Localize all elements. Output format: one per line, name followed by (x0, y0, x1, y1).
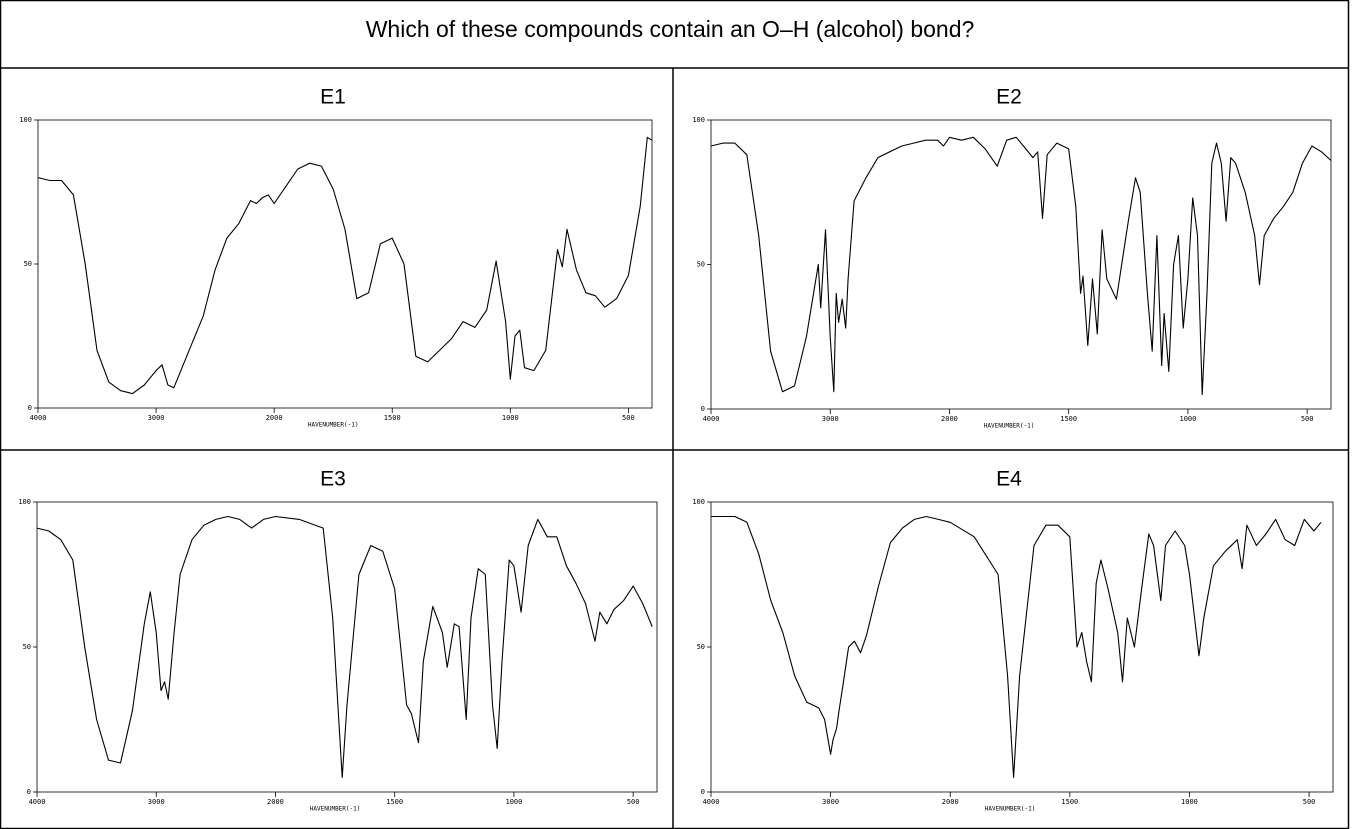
x-tick-label: 500 (1303, 798, 1316, 806)
y-tick-label: 100 (692, 116, 705, 124)
x-tick-label: 3000 (148, 798, 165, 806)
chart-title: E3 (320, 468, 346, 491)
x-tick-label: 1500 (384, 414, 401, 422)
chart-title: E2 (996, 86, 1022, 109)
plot-frame (710, 119, 1332, 410)
x-tick-label: 500 (627, 798, 640, 806)
x-tick-label: 3000 (148, 414, 165, 422)
spectrum-line (37, 136, 653, 395)
y-tick-label: 50 (697, 643, 705, 651)
y-tick-label: 0 (701, 405, 705, 413)
x-tick-label: 2000 (267, 798, 284, 806)
x-axis-label: HAVENUMBER(-1) (985, 806, 1036, 813)
x-tick-label: 4000 (703, 798, 720, 806)
spectrum-line (711, 515, 1322, 779)
y-tick-label: 50 (24, 260, 32, 268)
x-tick-label: 1500 (386, 798, 403, 806)
x-tick-label: 4000 (29, 798, 46, 806)
x-tick-label: 1500 (1061, 798, 1078, 806)
x-tick-label: 1000 (505, 798, 522, 806)
y-tick-label: 100 (19, 116, 32, 124)
y-tick-label: 50 (23, 643, 31, 651)
question: Which of these compounds contain an O–H … (366, 16, 975, 42)
x-tick-label: 500 (1301, 415, 1314, 423)
plot-frame (37, 119, 653, 409)
x-tick-label: 2000 (941, 415, 958, 423)
y-tick-label: 0 (27, 788, 31, 796)
x-tick-label: 2000 (266, 414, 283, 422)
y-tick-label: 100 (692, 498, 705, 506)
x-tick-label: 4000 (30, 414, 47, 422)
y-tick-label: 100 (18, 498, 31, 506)
x-tick-label: 4000 (703, 415, 720, 423)
x-tick-label: 1500 (1060, 415, 1077, 423)
x-tick-label: 2000 (942, 798, 959, 806)
y-tick-label: 0 (701, 788, 705, 796)
x-axis-label: HAVENUMBER(-1) (984, 423, 1035, 430)
x-tick-label: 1000 (502, 414, 519, 422)
y-tick-label: 0 (28, 404, 32, 412)
x-tick-label: 3000 (822, 798, 839, 806)
x-axis-label: HAVENUMBER(-1) (308, 422, 359, 429)
plot-frame (36, 501, 658, 793)
y-tick-label: 50 (697, 261, 705, 269)
x-tick-label: 500 (622, 414, 635, 422)
x-tick-label: 1000 (1181, 798, 1198, 806)
x-axis-label: HAVENUMBER(-1) (310, 806, 361, 813)
x-tick-label: 3000 (822, 415, 839, 423)
spectrum-line (36, 515, 653, 779)
plot-frame (710, 501, 1334, 793)
chart-title: E1 (320, 86, 346, 109)
x-tick-label: 1000 (1179, 415, 1196, 423)
chart-title: E4 (996, 468, 1022, 491)
spectrum-line (710, 136, 1332, 396)
